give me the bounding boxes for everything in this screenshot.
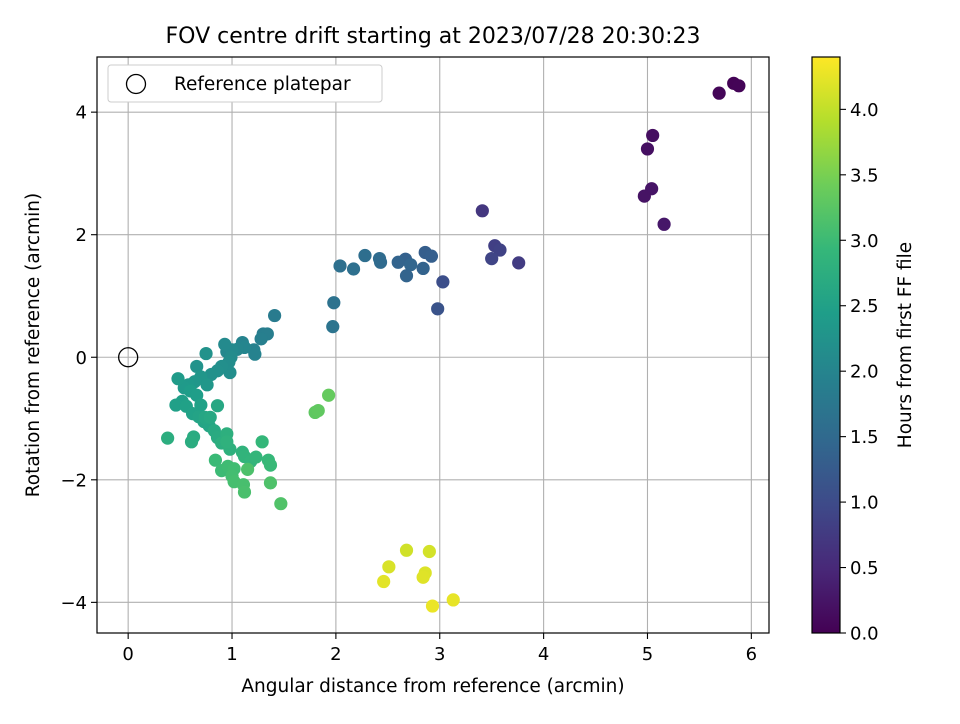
data-point <box>640 142 655 156</box>
data-point <box>377 574 391 589</box>
data-point <box>416 261 430 276</box>
data-point <box>399 269 414 283</box>
data-point <box>404 258 418 272</box>
data-point <box>263 458 278 472</box>
chart-title: FOV centre drift starting at 2023/07/28 … <box>166 24 701 49</box>
x-tick-label: 4 <box>538 644 549 665</box>
x-tick-label: 0 <box>122 644 133 665</box>
data-point <box>422 544 436 559</box>
legend-box <box>107 64 383 103</box>
data-points <box>118 76 746 613</box>
data-point <box>210 399 225 413</box>
colorbar-tick-label: 2.5 <box>850 296 879 317</box>
data-point <box>399 543 414 557</box>
legend: Reference platepar <box>107 64 383 103</box>
data-point <box>200 378 214 392</box>
data-point <box>657 217 671 231</box>
data-point <box>732 79 746 93</box>
data-point <box>268 308 282 323</box>
data-point <box>425 599 440 613</box>
data-point <box>322 388 336 402</box>
colorbar-tick-label: 0.5 <box>850 558 879 579</box>
data-point <box>512 256 526 270</box>
colorbar-ticks: 0.0 0.5 1.0 1.5 2.0 2.5 3.0 3.5 4.0 <box>840 100 879 645</box>
data-point <box>646 128 660 143</box>
colorbar-label: Hours from first FF file <box>895 242 916 448</box>
data-point <box>241 462 255 476</box>
data-point <box>194 398 208 412</box>
data-point <box>346 262 361 276</box>
colorbar: 0.0 0.5 1.0 1.5 2.0 2.5 3.0 3.5 4.0 Hours from f… <box>811 56 916 645</box>
y-tick-label: 2 <box>76 225 87 246</box>
y-axis-label: Rotation from reference (arcmin) <box>23 193 44 497</box>
data-point <box>475 204 489 218</box>
y-tick-label: 4 <box>76 103 87 124</box>
x-tick-label: 5 <box>642 644 653 665</box>
data-point <box>255 435 269 449</box>
data-point <box>391 255 405 269</box>
x-tick-label: 6 <box>746 644 757 665</box>
x-axis-label: Angular distance from reference (arcmin) <box>241 676 624 697</box>
data-point <box>161 431 175 445</box>
data-point <box>373 255 388 269</box>
data-point <box>171 372 185 386</box>
data-point <box>493 243 507 257</box>
colorbar-tick-label: 1.5 <box>850 427 879 448</box>
data-point <box>218 337 232 351</box>
data-point <box>249 450 263 464</box>
reference-platepar-marker <box>118 347 139 368</box>
data-point <box>208 453 223 467</box>
colorbar-tick-label: 3.0 <box>850 231 879 252</box>
colorbar-tick-label: 1.0 <box>850 493 879 514</box>
data-point <box>220 435 234 449</box>
data-point <box>333 259 347 273</box>
colorbar-tick-label: 2.0 <box>850 362 879 383</box>
data-point <box>424 249 439 263</box>
colorbar-tick-label: 0.0 <box>850 624 879 645</box>
data-point <box>446 593 460 607</box>
data-point <box>416 570 430 584</box>
data-point <box>358 248 372 263</box>
x-tick-label: 3 <box>434 644 445 665</box>
legend-reference-marker <box>125 73 147 95</box>
data-point <box>263 476 278 490</box>
legend-entry-reference: Reference platepar <box>174 74 351 95</box>
data-point <box>327 296 341 310</box>
data-point <box>184 435 199 449</box>
data-point <box>190 359 204 374</box>
data-point <box>311 403 325 418</box>
data-point <box>254 332 268 346</box>
data-point <box>382 560 396 574</box>
data-point <box>203 410 217 424</box>
x-tick-label: 1 <box>226 644 237 665</box>
y-axis-ticks: −4 −2 0 2 4 <box>60 103 97 614</box>
plot-frame <box>96 56 770 634</box>
y-tick-label: −2 <box>60 470 87 491</box>
data-point <box>237 485 252 499</box>
data-point <box>712 86 726 100</box>
colorbar-tick-label: 4.0 <box>850 100 879 121</box>
colorbar-gradient <box>811 56 841 634</box>
data-point <box>248 347 262 361</box>
colorbar-tick-label: 3.5 <box>850 165 879 186</box>
data-point <box>274 497 288 511</box>
x-tick-label: 2 <box>330 644 341 665</box>
data-point <box>436 275 450 289</box>
data-point <box>485 252 499 266</box>
data-point <box>326 320 340 334</box>
data-point <box>204 367 218 382</box>
y-tick-label: −4 <box>60 593 87 614</box>
data-point <box>431 302 445 316</box>
data-point <box>199 346 213 361</box>
data-point <box>169 398 183 412</box>
y-tick-label: 0 <box>76 348 87 369</box>
x-axis-ticks: 0 1 2 3 4 5 6 <box>122 633 757 665</box>
data-point <box>637 189 651 203</box>
